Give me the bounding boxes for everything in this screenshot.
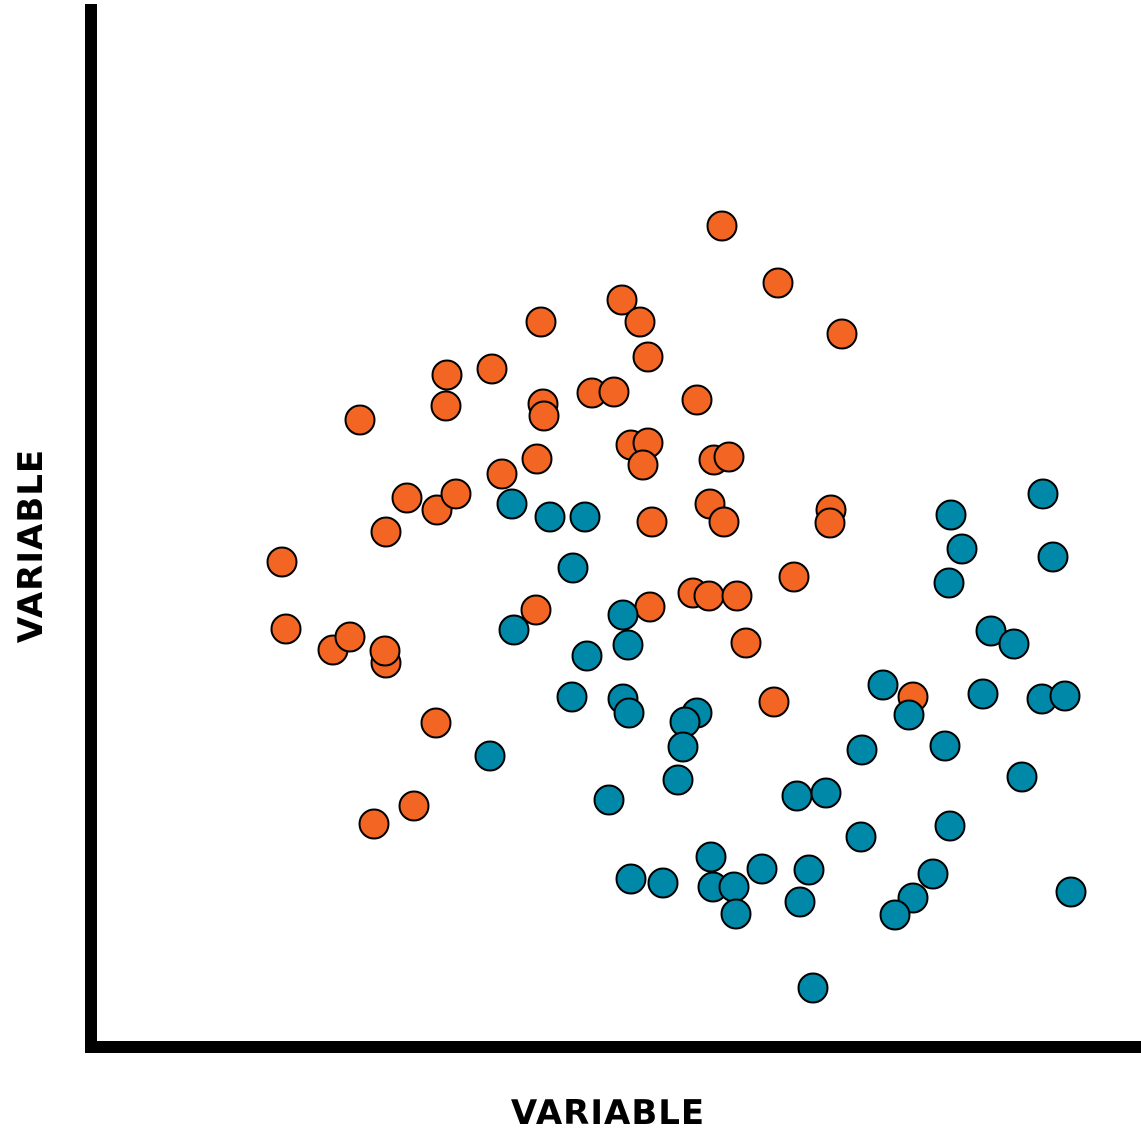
data-point <box>867 669 899 701</box>
data-point <box>369 635 401 667</box>
data-point <box>746 853 778 885</box>
data-point <box>615 863 647 895</box>
data-point <box>358 808 390 840</box>
data-point <box>557 552 589 584</box>
data-point <box>270 613 302 645</box>
data-point <box>693 580 725 612</box>
data-point <box>933 567 965 599</box>
data-point <box>525 306 557 338</box>
data-point <box>893 699 925 731</box>
data-point <box>593 784 625 816</box>
data-point <box>634 591 666 623</box>
data-point <box>498 614 530 646</box>
data-point <box>778 561 810 593</box>
data-point <box>607 599 639 631</box>
data-point <box>946 533 978 565</box>
data-point <box>781 780 813 812</box>
data-point <box>793 854 825 886</box>
data-point <box>695 841 727 873</box>
data-point <box>612 629 644 661</box>
data-point <box>1027 478 1059 510</box>
data-point <box>398 790 430 822</box>
data-point <box>334 621 366 653</box>
data-point <box>266 546 298 578</box>
data-point <box>826 318 858 350</box>
data-point <box>521 443 553 475</box>
data-point <box>845 821 877 853</box>
points-layer <box>266 210 1087 1004</box>
data-point <box>758 686 790 718</box>
x-axis-label: VARIABLE <box>511 1093 705 1131</box>
data-point <box>474 740 506 772</box>
series-2 <box>474 478 1087 1004</box>
data-point <box>571 640 603 672</box>
data-point <box>762 267 794 299</box>
data-point <box>1049 680 1081 712</box>
data-point <box>534 501 566 533</box>
data-point <box>721 580 753 612</box>
data-point <box>720 898 752 930</box>
data-point <box>391 482 423 514</box>
data-point <box>420 707 452 739</box>
data-point <box>998 628 1030 660</box>
data-point <box>706 210 738 242</box>
data-point <box>486 458 518 490</box>
data-point <box>528 400 560 432</box>
data-point <box>647 867 679 899</box>
data-point <box>606 284 638 316</box>
data-point <box>430 390 462 422</box>
data-point <box>846 734 878 766</box>
data-point <box>975 615 1007 647</box>
data-point <box>810 777 842 809</box>
data-point <box>935 499 967 531</box>
data-point <box>624 306 656 338</box>
data-point <box>797 972 829 1004</box>
data-point <box>556 681 588 713</box>
data-point <box>636 506 668 538</box>
data-point <box>718 871 750 903</box>
data-point <box>520 594 552 626</box>
data-point <box>681 384 713 416</box>
data-point <box>929 730 961 762</box>
data-point <box>708 506 740 538</box>
data-point <box>440 478 472 510</box>
y-axis-label: VARIABLE <box>11 449 51 643</box>
data-point <box>627 449 659 481</box>
data-point <box>730 627 762 659</box>
data-point <box>632 341 664 373</box>
data-point <box>662 764 694 796</box>
data-point <box>784 886 816 918</box>
data-point <box>431 359 463 391</box>
data-point <box>814 507 846 539</box>
data-point <box>713 441 745 473</box>
data-point <box>967 678 999 710</box>
data-point <box>1037 541 1069 573</box>
data-point <box>370 516 402 548</box>
data-point <box>1055 876 1087 908</box>
data-point <box>496 488 528 520</box>
data-point <box>476 353 508 385</box>
data-point <box>569 501 601 533</box>
data-point <box>1006 761 1038 793</box>
data-point <box>613 697 645 729</box>
data-point <box>598 376 630 408</box>
data-point <box>879 899 911 931</box>
data-point <box>667 731 699 763</box>
data-point <box>917 858 949 890</box>
data-point <box>934 810 966 842</box>
data-point <box>344 404 376 436</box>
